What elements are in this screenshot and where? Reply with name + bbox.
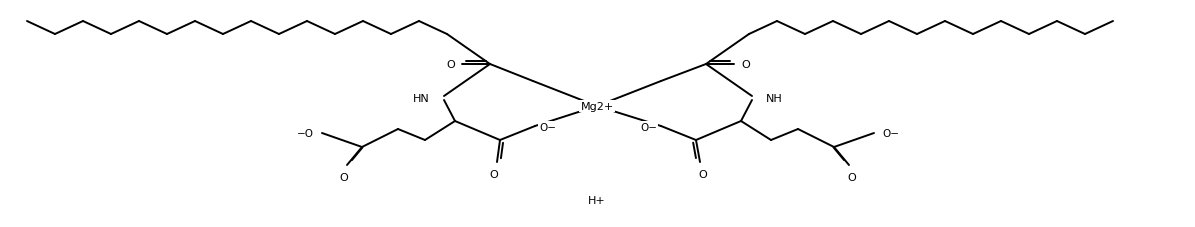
Text: O−: O− <box>539 122 556 132</box>
Text: O: O <box>699 169 707 179</box>
Text: O: O <box>847 172 857 182</box>
Text: O: O <box>446 60 455 70</box>
Text: O−: O− <box>882 128 899 138</box>
Text: O: O <box>490 169 498 179</box>
Text: NH: NH <box>766 94 783 104</box>
Text: −O: −O <box>298 128 314 138</box>
Text: HN: HN <box>413 94 430 104</box>
Text: O−: O− <box>641 122 657 132</box>
Text: O: O <box>741 60 749 70</box>
Text: Mg2+: Mg2+ <box>581 101 613 111</box>
Text: H+: H+ <box>588 195 606 205</box>
Text: O: O <box>339 172 349 182</box>
